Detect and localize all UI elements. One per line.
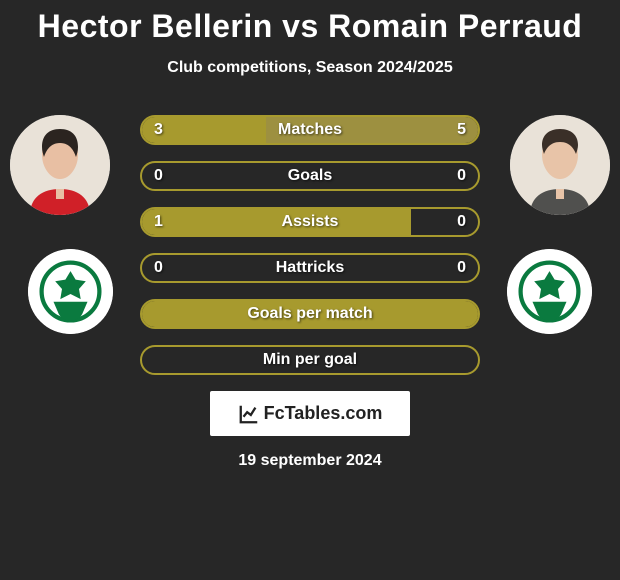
stat-row: Goals per match: [140, 299, 480, 329]
date-text: 19 september 2024: [0, 452, 620, 470]
chart-icon: [238, 403, 260, 425]
stat-label: Min per goal: [142, 347, 478, 373]
stat-row: 10Assists: [140, 207, 480, 237]
logo-text: FcTables.com: [264, 403, 383, 424]
comparison-chart: 35Matches 00Goals 10Assists 00Hattricks Goal…: [0, 115, 620, 375]
stat-label: Goals per match: [142, 301, 478, 327]
stat-label: Hattricks: [142, 255, 478, 281]
fctables-logo: FcTables.com: [210, 391, 410, 436]
stat-row: 00Goals: [140, 161, 480, 191]
stat-label: Matches: [142, 117, 478, 143]
player-right-avatar: [510, 115, 610, 215]
club-right-badge: [507, 249, 592, 334]
stat-label: Assists: [142, 209, 478, 235]
stat-row: Min per goal: [140, 345, 480, 375]
subtitle: Club competitions, Season 2024/2025: [0, 59, 620, 77]
stat-row: 35Matches: [140, 115, 480, 145]
page-title: Hector Bellerin vs Romain Perraud: [0, 0, 620, 45]
club-left-badge: [28, 249, 113, 334]
stat-row: 00Hattricks: [140, 253, 480, 283]
player-left-avatar: [10, 115, 110, 215]
stat-bars: 35Matches 00Goals 10Assists 00Hattricks Goal…: [140, 115, 480, 375]
stat-label: Goals: [142, 163, 478, 189]
